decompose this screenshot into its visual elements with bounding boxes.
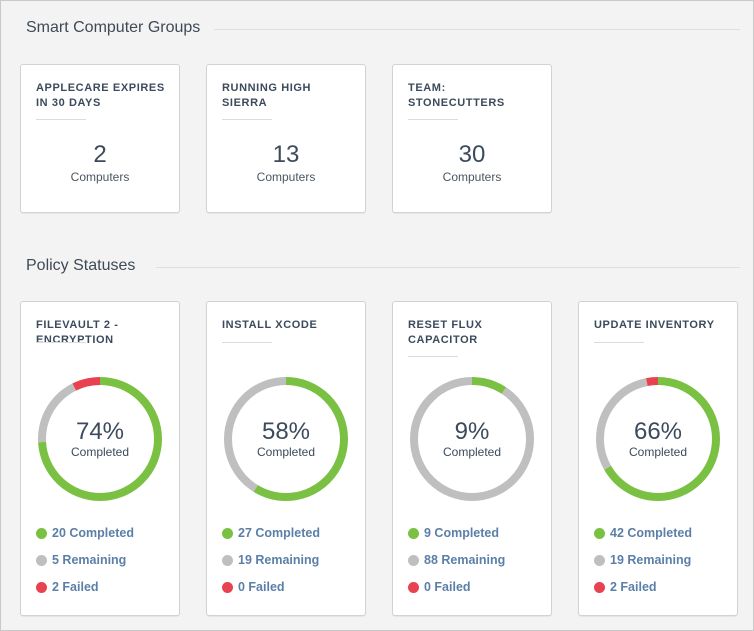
legend-failed[interactable]: 0 Failed <box>222 579 285 595</box>
smart-group-count: 13 <box>272 141 300 168</box>
remaining-dot-icon <box>408 554 419 566</box>
remaining-dot-icon <box>222 554 233 566</box>
policy-title: INSTALL XCODE <box>222 319 318 331</box>
remaining-count: 19 Remaining <box>610 553 692 567</box>
smart-group-title: TEAM: STONECUTTERS <box>408 82 505 109</box>
legend-failed[interactable]: 0 Failed <box>408 579 471 595</box>
policy-donut-chart <box>38 377 162 501</box>
smart-group-card-applecare[interactable]: APPLECARE EXPIRES IN 30 DAYS 2 Computers <box>20 64 180 213</box>
completed-dot-icon <box>408 527 419 539</box>
legend-failed[interactable]: 2 Failed <box>594 579 657 595</box>
card-title-divider <box>222 342 272 343</box>
policy-statuses-heading: Policy Statuses <box>26 257 136 274</box>
donut-segment-remaining <box>410 377 534 501</box>
smart-group-title: APPLECARE EXPIRES IN 30 DAYS <box>36 82 165 109</box>
policy-donut-chart <box>224 377 348 501</box>
completion-percent: 9% <box>454 418 490 445</box>
policy-donut-chart <box>410 377 534 501</box>
legend-remaining[interactable]: 88 Remaining <box>408 552 505 568</box>
card-title-divider <box>408 119 458 120</box>
card-title-divider <box>594 342 644 343</box>
legend-completed[interactable]: 42 Completed <box>594 525 692 541</box>
completion-percent: 66% <box>633 418 683 445</box>
card-title-divider <box>36 119 86 120</box>
legend-remaining[interactable]: 19 Remaining <box>222 552 319 568</box>
donut-center: 66% Completed <box>593 374 723 504</box>
completion-percent: 58% <box>261 418 311 445</box>
smart-group-title: RUNNING HIGH SIERRA <box>222 82 312 109</box>
completed-count: 20 Completed <box>52 526 134 540</box>
smart-group-unit: Computers <box>70 170 130 184</box>
remaining-dot-icon <box>594 554 605 566</box>
failed-count: 0 Failed <box>424 580 471 594</box>
failed-count: 2 Failed <box>610 580 657 594</box>
donut-segment-failed <box>38 377 162 501</box>
completion-label: Completed <box>70 445 130 459</box>
failed-count: 0 Failed <box>238 580 285 594</box>
policy-statuses-divider <box>156 267 740 268</box>
completed-dot-icon <box>36 527 47 539</box>
policy-card-install-xcode[interactable]: INSTALL XCODE 58% Completed 27 Completed… <box>206 301 366 616</box>
remaining-count: 88 Remaining <box>424 553 506 567</box>
failed-dot-icon <box>36 581 47 593</box>
smart-groups-heading: Smart Computer Groups <box>26 19 201 36</box>
failed-dot-icon <box>408 581 419 593</box>
donut-segment-failed <box>596 377 720 501</box>
remaining-count: 19 Remaining <box>238 553 320 567</box>
policy-title: UPDATE INVENTORY <box>594 319 715 331</box>
smart-group-count: 2 <box>93 141 107 168</box>
failed-count: 2 Failed <box>52 580 99 594</box>
completion-label: Completed <box>628 445 688 459</box>
card-title-divider <box>222 119 272 120</box>
smart-groups-divider <box>214 29 740 30</box>
donut-center: 74% Completed <box>35 374 165 504</box>
failed-dot-icon <box>222 581 233 593</box>
completed-count: 27 Completed <box>238 526 320 540</box>
remaining-dot-icon <box>36 554 47 566</box>
smart-group-count: 30 <box>458 141 486 168</box>
smart-group-unit: Computers <box>442 170 502 184</box>
failed-dot-icon <box>594 581 605 593</box>
card-title-divider <box>36 342 86 343</box>
policy-card-filevault[interactable]: FILEVAULT 2 - ENCRYPTION 74% Completed 2… <box>20 301 180 616</box>
completed-dot-icon <box>594 527 605 539</box>
smart-group-card-high-sierra[interactable]: RUNNING HIGH SIERRA 13 Computers <box>206 64 366 213</box>
remaining-count: 5 Remaining <box>52 553 127 567</box>
completed-count: 9 Completed <box>424 526 500 540</box>
donut-segment-remaining <box>596 377 720 501</box>
policy-title: RESET FLUX CAPACITOR <box>408 319 483 346</box>
policy-card-reset-flux[interactable]: RESET FLUX CAPACITOR 9% Completed 9 Comp… <box>392 301 552 616</box>
completed-count: 42 Completed <box>610 526 692 540</box>
card-title-divider <box>408 356 458 357</box>
legend-completed[interactable]: 27 Completed <box>222 525 320 541</box>
donut-center: 9% Completed <box>407 374 537 504</box>
policy-donut-chart <box>596 377 720 501</box>
policy-title: FILEVAULT 2 - ENCRYPTION <box>36 319 119 346</box>
completion-label: Completed <box>442 445 502 459</box>
legend-remaining[interactable]: 5 Remaining <box>36 552 126 568</box>
donut-center: 58% Completed <box>221 374 351 504</box>
legend-completed[interactable]: 20 Completed <box>36 525 134 541</box>
smart-group-unit: Computers <box>256 170 316 184</box>
completion-label: Completed <box>256 445 316 459</box>
completed-dot-icon <box>222 527 233 539</box>
legend-completed[interactable]: 9 Completed <box>408 525 499 541</box>
completion-percent: 74% <box>75 418 125 445</box>
smart-group-card-stonecutters[interactable]: TEAM: STONECUTTERS 30 Computers <box>392 64 552 213</box>
donut-segment-remaining <box>38 377 162 501</box>
policy-card-update-inventory[interactable]: UPDATE INVENTORY 66% Completed 42 Comple… <box>578 301 738 616</box>
legend-failed[interactable]: 2 Failed <box>36 579 99 595</box>
donut-segment-remaining <box>224 377 348 501</box>
legend-remaining[interactable]: 19 Remaining <box>594 552 691 568</box>
